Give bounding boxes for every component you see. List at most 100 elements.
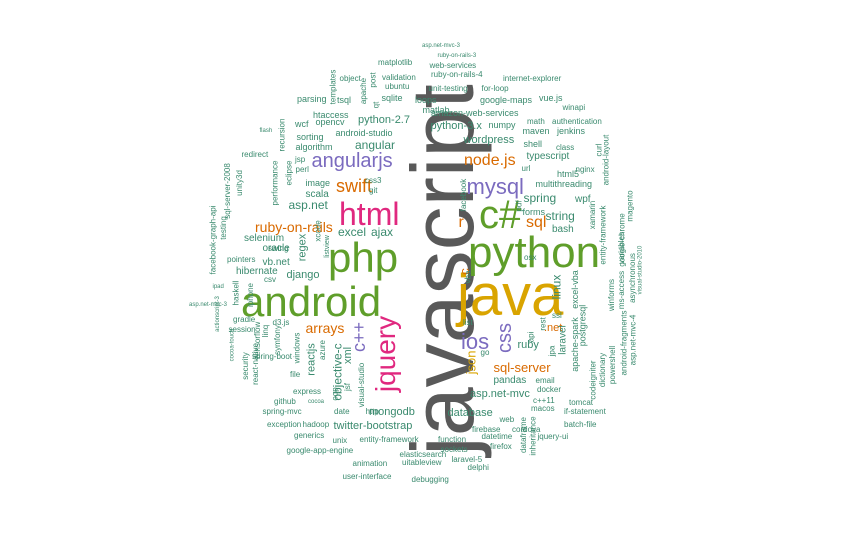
word: matlab xyxy=(422,104,450,115)
word: python-2.7 xyxy=(358,113,410,126)
word: cocoa-touch xyxy=(228,328,235,362)
word: jquery-ui xyxy=(537,432,569,441)
word: facebook-graph-api xyxy=(207,205,217,275)
word: hadoop xyxy=(302,420,330,429)
word: web-services xyxy=(429,61,477,70)
word: jsp xyxy=(295,155,306,164)
word: opencv xyxy=(315,116,345,127)
word: iphone xyxy=(246,282,256,308)
word: parsing xyxy=(297,93,327,104)
word: delphi xyxy=(467,463,489,472)
word: string xyxy=(545,209,575,223)
word: angular xyxy=(355,138,396,152)
word: css3 xyxy=(365,176,382,185)
word: firebase xyxy=(472,425,501,434)
word: facebook xyxy=(459,178,469,212)
word: url xyxy=(521,164,531,173)
word: express xyxy=(293,387,322,396)
word: for-loop xyxy=(481,84,509,93)
word: nginx xyxy=(575,165,595,174)
word: d3.js xyxy=(272,318,290,327)
word: json xyxy=(463,350,479,374)
word: testing xyxy=(218,216,228,240)
word: jsf xyxy=(343,383,352,391)
word: sql-server-2008 xyxy=(222,163,232,219)
word: haskell xyxy=(230,280,240,306)
word: vue.js xyxy=(539,92,563,103)
word: security xyxy=(240,352,250,380)
word: xml xyxy=(341,346,354,364)
word: linq xyxy=(261,324,271,338)
word: symfony xyxy=(272,325,282,355)
word: php xyxy=(328,234,399,281)
word: tomcat xyxy=(569,398,594,407)
word: mongodb xyxy=(369,405,415,418)
word: cordova xyxy=(512,425,541,434)
word: c++11 xyxy=(533,396,555,405)
word: google-maps xyxy=(480,94,533,105)
word: visual-studio-2010 xyxy=(636,245,643,295)
word: asynchronous xyxy=(627,253,637,303)
word: excel-vba xyxy=(569,269,580,309)
word: tsql xyxy=(337,94,352,105)
word: django xyxy=(286,268,320,281)
word: go xyxy=(480,348,490,357)
word: xamarin xyxy=(588,200,598,230)
word: jquery xyxy=(370,315,402,393)
word: wpf xyxy=(575,194,591,205)
word: android xyxy=(241,278,382,325)
word: macos xyxy=(531,404,555,413)
word: multithreading xyxy=(535,178,593,189)
word: git xyxy=(369,186,378,195)
word: ruby xyxy=(517,338,539,351)
word: unity3d xyxy=(234,170,244,196)
word: matplotlib xyxy=(378,58,413,67)
word: spring-mvc xyxy=(262,407,302,416)
word: ruby-on-rails-3 xyxy=(437,53,477,59)
word: ssl xyxy=(552,311,562,320)
word: cocoa xyxy=(308,399,325,405)
word: ipad xyxy=(212,284,224,290)
word: laravel xyxy=(557,325,569,355)
word: typescript xyxy=(526,151,570,162)
word: vb.net xyxy=(262,257,290,268)
word: loops xyxy=(415,94,437,105)
word: flash xyxy=(259,128,273,134)
word: ajax xyxy=(371,225,394,239)
word: gradle xyxy=(233,315,256,324)
word: session xyxy=(228,325,256,334)
word: user-interface xyxy=(342,472,392,481)
word: dictionary xyxy=(598,352,608,388)
word: image xyxy=(305,177,331,188)
word: c# xyxy=(479,193,522,237)
word: jpa xyxy=(546,345,556,357)
word: ms-access xyxy=(617,270,627,310)
word: winapi xyxy=(562,103,586,112)
word: spring xyxy=(523,191,557,205)
word: shell xyxy=(523,138,543,149)
word: java xyxy=(457,263,564,328)
word: .net xyxy=(544,321,563,334)
word: android-fragments xyxy=(618,310,628,376)
word: html xyxy=(339,196,400,232)
word: windows xyxy=(291,332,301,364)
word: html5 xyxy=(557,168,580,179)
word: powershell xyxy=(608,345,618,385)
word: sorting xyxy=(296,131,324,142)
word: email xyxy=(535,376,555,385)
word: sockets xyxy=(440,445,468,454)
word: codeigniter xyxy=(588,360,598,400)
word: vba xyxy=(462,270,472,284)
word: asp.net-mvc-3 xyxy=(189,302,228,308)
word: exception xyxy=(267,420,302,429)
word: post xyxy=(368,72,378,88)
word: file xyxy=(290,370,301,379)
word: asp.net xyxy=(288,198,328,212)
word: python xyxy=(468,228,601,277)
word: csv xyxy=(264,275,276,284)
word: algorithm xyxy=(295,141,333,152)
word: eclipse xyxy=(283,160,293,186)
word: selenium xyxy=(244,233,285,244)
word: reactjs xyxy=(305,342,318,376)
word: azure xyxy=(318,339,328,361)
